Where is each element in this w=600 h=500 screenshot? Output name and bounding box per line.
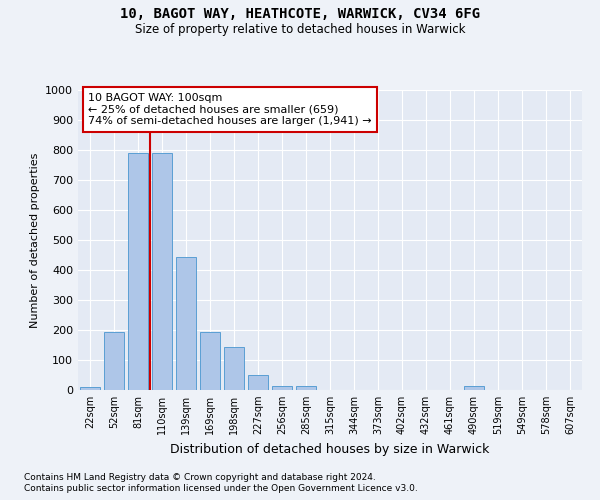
Text: Size of property relative to detached houses in Warwick: Size of property relative to detached ho… [135,22,465,36]
Bar [152,153,172,390]
Bar [80,387,100,390]
Text: Contains HM Land Registry data © Crown copyright and database right 2024.: Contains HM Land Registry data © Crown c… [24,472,376,482]
Bar [272,386,292,390]
Text: 10, BAGOT WAY, HEATHCOTE, WARWICK, CV34 6FG: 10, BAGOT WAY, HEATHCOTE, WARWICK, CV34 … [120,8,480,22]
Bar [464,386,484,390]
Bar [224,346,244,390]
Text: 10 BAGOT WAY: 100sqm
← 25% of detached houses are smaller (659)
74% of semi-deta: 10 BAGOT WAY: 100sqm ← 25% of detached h… [88,93,372,126]
Bar [248,375,268,390]
Bar [104,332,124,390]
Text: Contains public sector information licensed under the Open Government Licence v3: Contains public sector information licen… [24,484,418,493]
Bar [128,153,148,390]
Bar [176,256,196,390]
Bar [296,386,316,390]
Text: Distribution of detached houses by size in Warwick: Distribution of detached houses by size … [170,442,490,456]
Bar [200,332,220,390]
Y-axis label: Number of detached properties: Number of detached properties [29,152,40,328]
